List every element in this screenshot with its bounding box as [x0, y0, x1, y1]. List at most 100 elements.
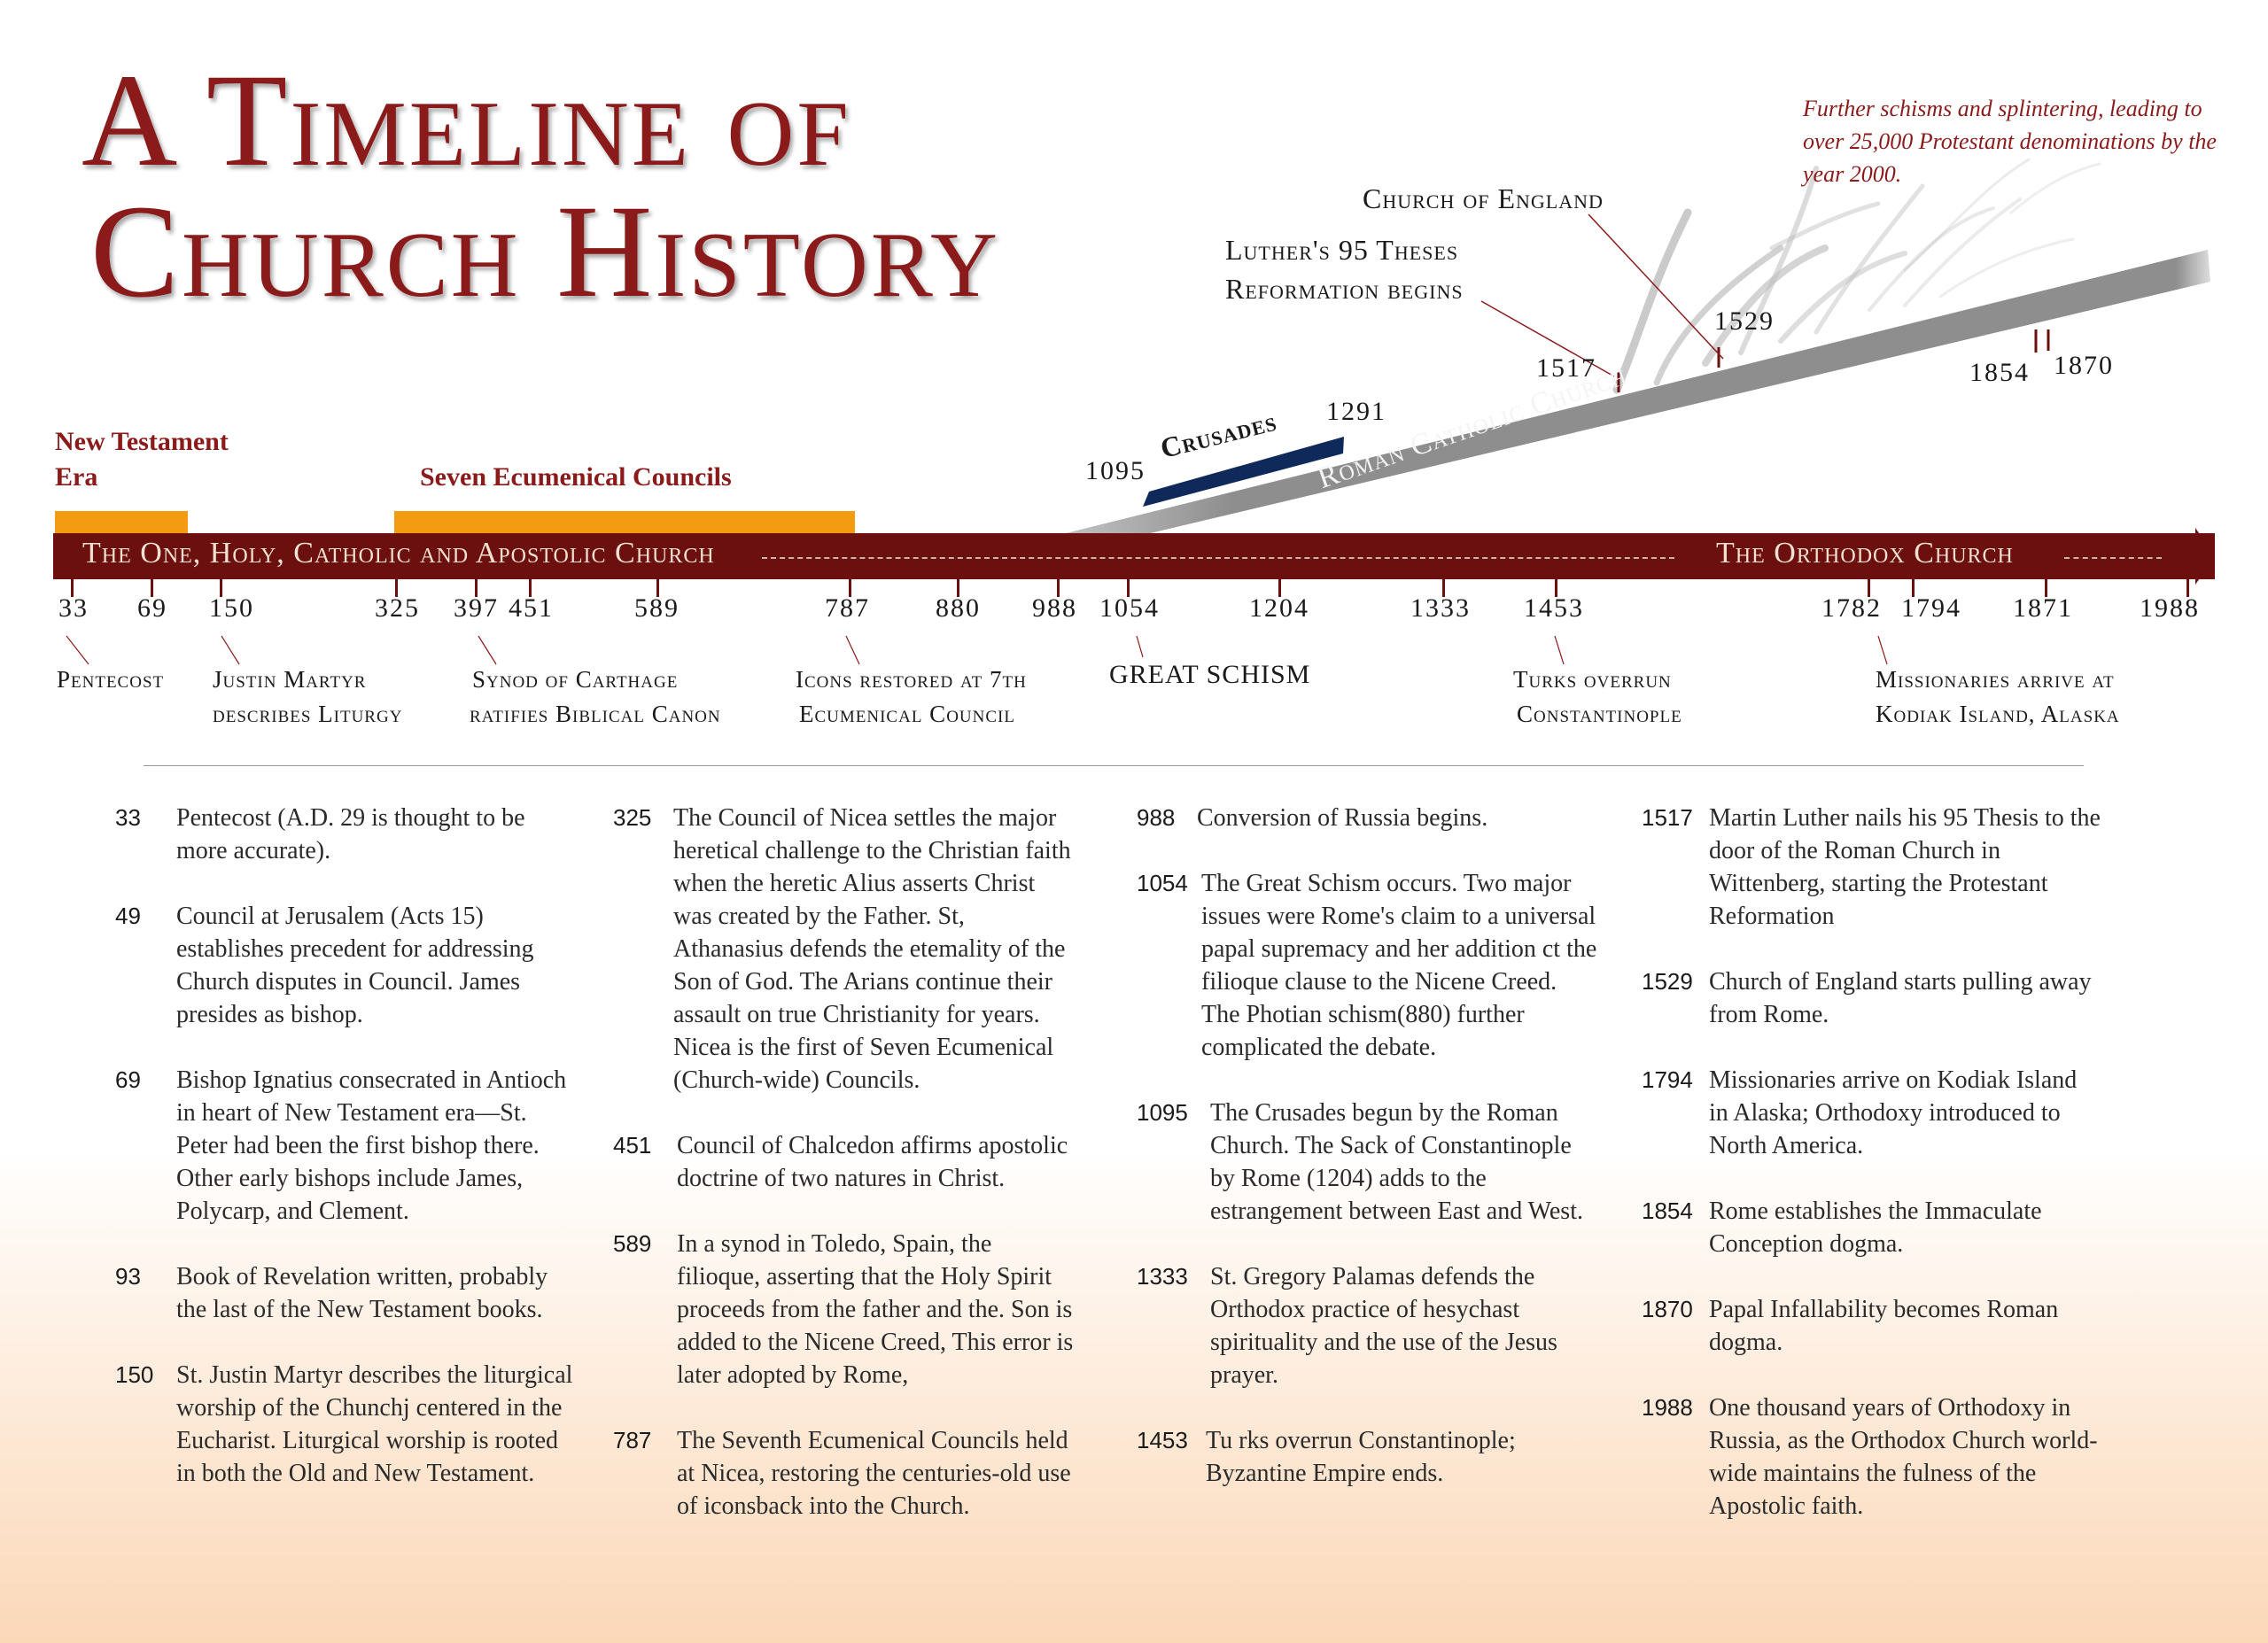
note-entry: 1095 The Crusades begun by the Roman Chur… [1137, 1097, 1597, 1228]
note-year: 1794 [1642, 1066, 1693, 1093]
note-entry: 1054 The Great Schism occurs. Two major i… [1137, 867, 1597, 1064]
year-1095: 1095 [1085, 456, 1146, 485]
note-text: St. Gregory Palamas defends the Orthodox… [1210, 1263, 1557, 1389]
note-text: Church of England starts pulling away fr… [1709, 968, 2092, 1028]
note-text: One thousand years of Orthodoxy in Russi… [1709, 1394, 2098, 1520]
luther-theses-label: Luther's 95 Theses [1225, 234, 1459, 266]
axis-year-325: 325 [375, 593, 420, 623]
event-leaders [66, 635, 1888, 665]
axis-year-1054: 1054 [1099, 593, 1160, 623]
event-turks-line1: Turks overrun [1513, 666, 1672, 693]
note-year: 49 [115, 903, 141, 929]
note-entry: 1854 Rome establishes the Immaculate Conc… [1642, 1195, 2102, 1260]
church-of-england-label: Church of England [1363, 182, 1604, 214]
note-entry: 787 The Seventh Ecumenical Councils held … [613, 1424, 1074, 1523]
crusades-bar [1143, 437, 1344, 507]
event-turks-line2: Constantinople [1517, 701, 1682, 727]
note-text: Book of Revelation written, probably the… [176, 1263, 548, 1323]
axis-year-787: 787 [825, 593, 870, 623]
nt-era-line2: Era [55, 462, 98, 492]
year-1291: 1291 [1326, 397, 1386, 426]
note-year: 1870 [1642, 1296, 1693, 1322]
note-text: Council at Jerusalem (Acts 15) establish… [176, 903, 534, 1028]
note-text: The Council of Nicea settles the major h… [673, 804, 1071, 1094]
note-entry: 1870 Papal Infallability becomes Roman do… [1642, 1293, 2102, 1359]
axis-year-589: 589 [634, 593, 680, 623]
note-entry: 988 Conversion of Russia begins. [1137, 802, 1597, 834]
note-text: Missionaries arrive on Kodiak Island in … [1709, 1066, 2078, 1159]
note-text: Pentecost (A.D. 29 is thought to be more… [176, 804, 525, 864]
tick-150 [220, 579, 222, 597]
axis-year-1794: 1794 [1901, 593, 1961, 623]
axis-year-1871: 1871 [2013, 593, 2073, 623]
note-entry: 69 Bishop Ignatius consecrated in Antioch… [115, 1064, 576, 1228]
note-entry: 1333 St. Gregory Palamas defends the Orth… [1137, 1260, 1597, 1391]
tick-589 [656, 579, 659, 597]
note-year: 1988 [1642, 1394, 1693, 1421]
axis-year-1333: 1333 [1410, 593, 1471, 623]
main-timeline-arrow [2195, 528, 2215, 585]
note-year: 451 [613, 1132, 652, 1159]
note-year: 787 [613, 1427, 652, 1453]
tick-1782 [1868, 579, 1870, 597]
note-year: 1517 [1642, 804, 1693, 831]
note-entry: 93 Book of Revelation written, probably t… [115, 1260, 576, 1326]
note-entry: 1794 Missionaries arrive on Kodiak Island… [1642, 1064, 2102, 1162]
note-year: 150 [115, 1361, 154, 1388]
axis-year-33: 33 [58, 593, 89, 623]
event-icons-line1: Icons restored at 7th [796, 666, 1027, 693]
event-justin-line2: describes Liturgy [213, 701, 403, 727]
note-text: Papal Infallability becomes Roman dogma. [1709, 1296, 2059, 1356]
note-entry: 451 Council of Chalcedon affirms apostoli… [613, 1129, 1074, 1195]
note-text: Rome establishes the Immaculate Concepti… [1709, 1197, 2042, 1258]
event-kodiak-line2: Kodiak Island, Alaska [1876, 701, 2120, 727]
axis-year-69: 69 [137, 593, 167, 623]
tick-1453 [1555, 579, 1557, 597]
note-text: The Seventh Ecumenical Councils held at … [677, 1427, 1071, 1520]
tick-33 [71, 579, 74, 597]
upper-ticks [1617, 329, 2050, 392]
axis-year-451: 451 [509, 593, 554, 623]
note-text: Council of Chalcedon affirms apostolic d… [677, 1132, 1068, 1192]
event-synod-carthage: Synod of Carthage ratifies Biblical Cano… [470, 663, 721, 732]
councils-era-bar [394, 511, 855, 534]
main-timeline-bar [53, 533, 2215, 579]
note-text: Conversion of Russia begins. [1197, 804, 1488, 832]
tick-1988 [2186, 579, 2189, 597]
axis-year-1988: 1988 [2140, 593, 2200, 623]
connector-lines [1480, 213, 1724, 377]
event-kodiak-line1: Missionaries arrive at [1876, 666, 2115, 693]
note-entry: 1988 One thousand years of Orthodoxy in R… [1642, 1391, 2102, 1523]
event-kodiak-missionaries: Missionaries arrive at Kodiak Island, Al… [1876, 663, 2120, 732]
orthodox-church-label: The Orthodox Church [1716, 537, 2014, 570]
event-great-schism: GREAT SCHISM [1109, 660, 1311, 689]
tick-397 [475, 579, 478, 597]
tick-325 [395, 579, 398, 597]
event-icons-restored: Icons restored at 7th Ecumenical Council [796, 663, 1027, 732]
note-year: 589 [613, 1230, 652, 1257]
nt-era-bar [55, 511, 188, 534]
dashed-line-left [762, 557, 1674, 559]
tick-880 [957, 579, 959, 597]
councils-era-label: Seven Ecumenical Councils [420, 462, 732, 492]
tick-1871 [2045, 579, 2047, 597]
tick-1794 [1912, 579, 1915, 597]
note-year: 988 [1137, 804, 1176, 831]
note-year: 1529 [1642, 968, 1693, 995]
notes-column-2: 325 The Council of Nicea settles the majo… [613, 802, 1074, 1555]
further-schisms-note: Further schisms and splintering, leading… [1803, 96, 2217, 187]
event-icons-line2: Ecumenical Council [799, 701, 1015, 727]
note-year: 1333 [1137, 1263, 1188, 1290]
tick-1204 [1278, 579, 1281, 597]
axis-year-1453: 1453 [1524, 593, 1584, 623]
tick-787 [849, 579, 851, 597]
nt-era-line1: New Testament [55, 427, 229, 456]
note-text: Martin Luther nails his 95 Thesis to the… [1709, 804, 2101, 930]
tick-1054 [1127, 579, 1130, 597]
event-carthage-line1: Synod of Carthage [472, 666, 679, 693]
note-text: In a synod in Toledo, Spain, the filioqu… [677, 1230, 1074, 1389]
apostolic-church-label: The One, Holy, Catholic and Apostolic Ch… [82, 537, 715, 570]
note-year: 33 [115, 804, 141, 831]
tick-451 [529, 579, 532, 597]
note-entry: 1517 Martin Luther nails his 95 Thesis to… [1642, 802, 2102, 933]
